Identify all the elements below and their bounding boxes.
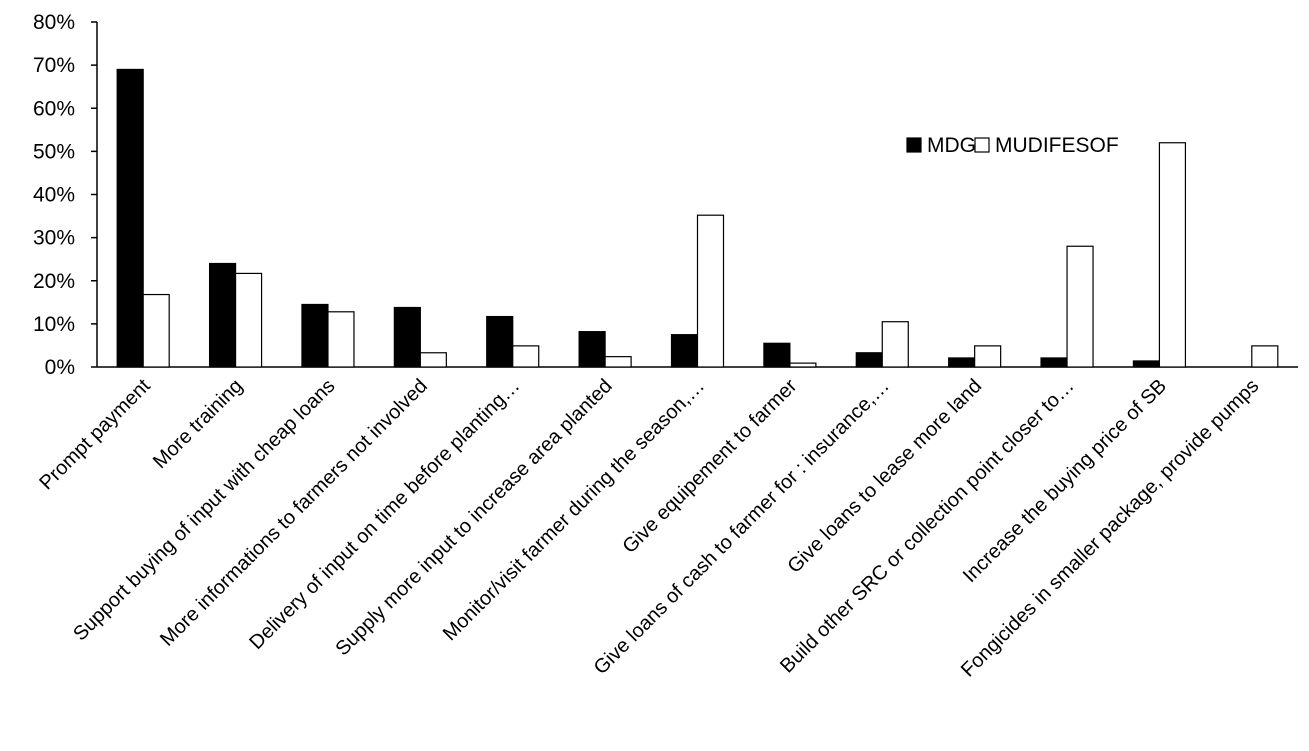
category-label: Increase the buying price of SB bbox=[959, 375, 1171, 587]
y-tick-label: 20% bbox=[33, 270, 75, 293]
bar-mudifesof-0 bbox=[142, 293, 170, 368]
bar-mdg-5 bbox=[578, 331, 606, 368]
bar-mudifesof-5 bbox=[604, 356, 632, 368]
bar-mdg-2 bbox=[301, 303, 329, 368]
category-label: More training bbox=[149, 375, 247, 473]
category-label: Prompt payment bbox=[35, 375, 155, 495]
bar-mudifesof-1 bbox=[234, 272, 263, 368]
y-tick-label: 40% bbox=[33, 184, 75, 207]
category-label: Give equipement to farmer bbox=[618, 375, 801, 558]
bar-mdg-9 bbox=[948, 357, 976, 368]
legend-swatch-mudifesof bbox=[974, 137, 990, 153]
bar-mdg-6 bbox=[670, 334, 699, 368]
y-axis: 0% 10% 20% 30% 40% 50% 60% 70% 80% bbox=[33, 11, 98, 379]
bar-mdg-11 bbox=[1132, 360, 1161, 368]
bars bbox=[116, 68, 1279, 368]
bar-mdg-0 bbox=[116, 68, 144, 368]
y-tick-label: 70% bbox=[33, 54, 75, 77]
bar-mdg-10 bbox=[1040, 357, 1068, 368]
bar-mdg-8 bbox=[855, 352, 883, 368]
bar-mdg-4 bbox=[486, 315, 514, 368]
bar-mdg-7 bbox=[763, 342, 791, 368]
bar-mudifesof-2 bbox=[327, 311, 355, 368]
y-tick-label: 60% bbox=[33, 97, 75, 120]
y-tick-label: 30% bbox=[33, 227, 75, 250]
bar-mdg-1 bbox=[208, 262, 237, 368]
legend-label-mdg: MDG bbox=[927, 134, 976, 157]
bar-mudifesof-7 bbox=[789, 362, 817, 368]
y-tick-label: 80% bbox=[33, 11, 75, 34]
bar-mudifesof-9 bbox=[974, 345, 1002, 368]
bar-mdg-3 bbox=[393, 306, 421, 368]
legend: MDG MUDIFESOF bbox=[906, 134, 1119, 157]
bar-mudifesof-8 bbox=[881, 321, 909, 368]
category-label: Give loans to lease more land bbox=[784, 375, 987, 578]
legend-label-mudifesof: MUDIFESOF bbox=[995, 134, 1119, 157]
bar-mudifesof-6 bbox=[696, 214, 725, 368]
y-tick-label: 10% bbox=[33, 313, 75, 336]
bar-mudifesof-10 bbox=[1066, 245, 1094, 368]
bar-mudifesof-12 bbox=[1251, 345, 1279, 368]
bar-mudifesof-11 bbox=[1158, 142, 1187, 368]
bar-mudifesof-4 bbox=[512, 345, 540, 368]
bar-mudifesof-3 bbox=[419, 352, 447, 368]
legend-swatch-mdg bbox=[906, 137, 922, 153]
y-tick-label: 0% bbox=[45, 356, 75, 379]
y-tick-label: 50% bbox=[33, 140, 75, 163]
